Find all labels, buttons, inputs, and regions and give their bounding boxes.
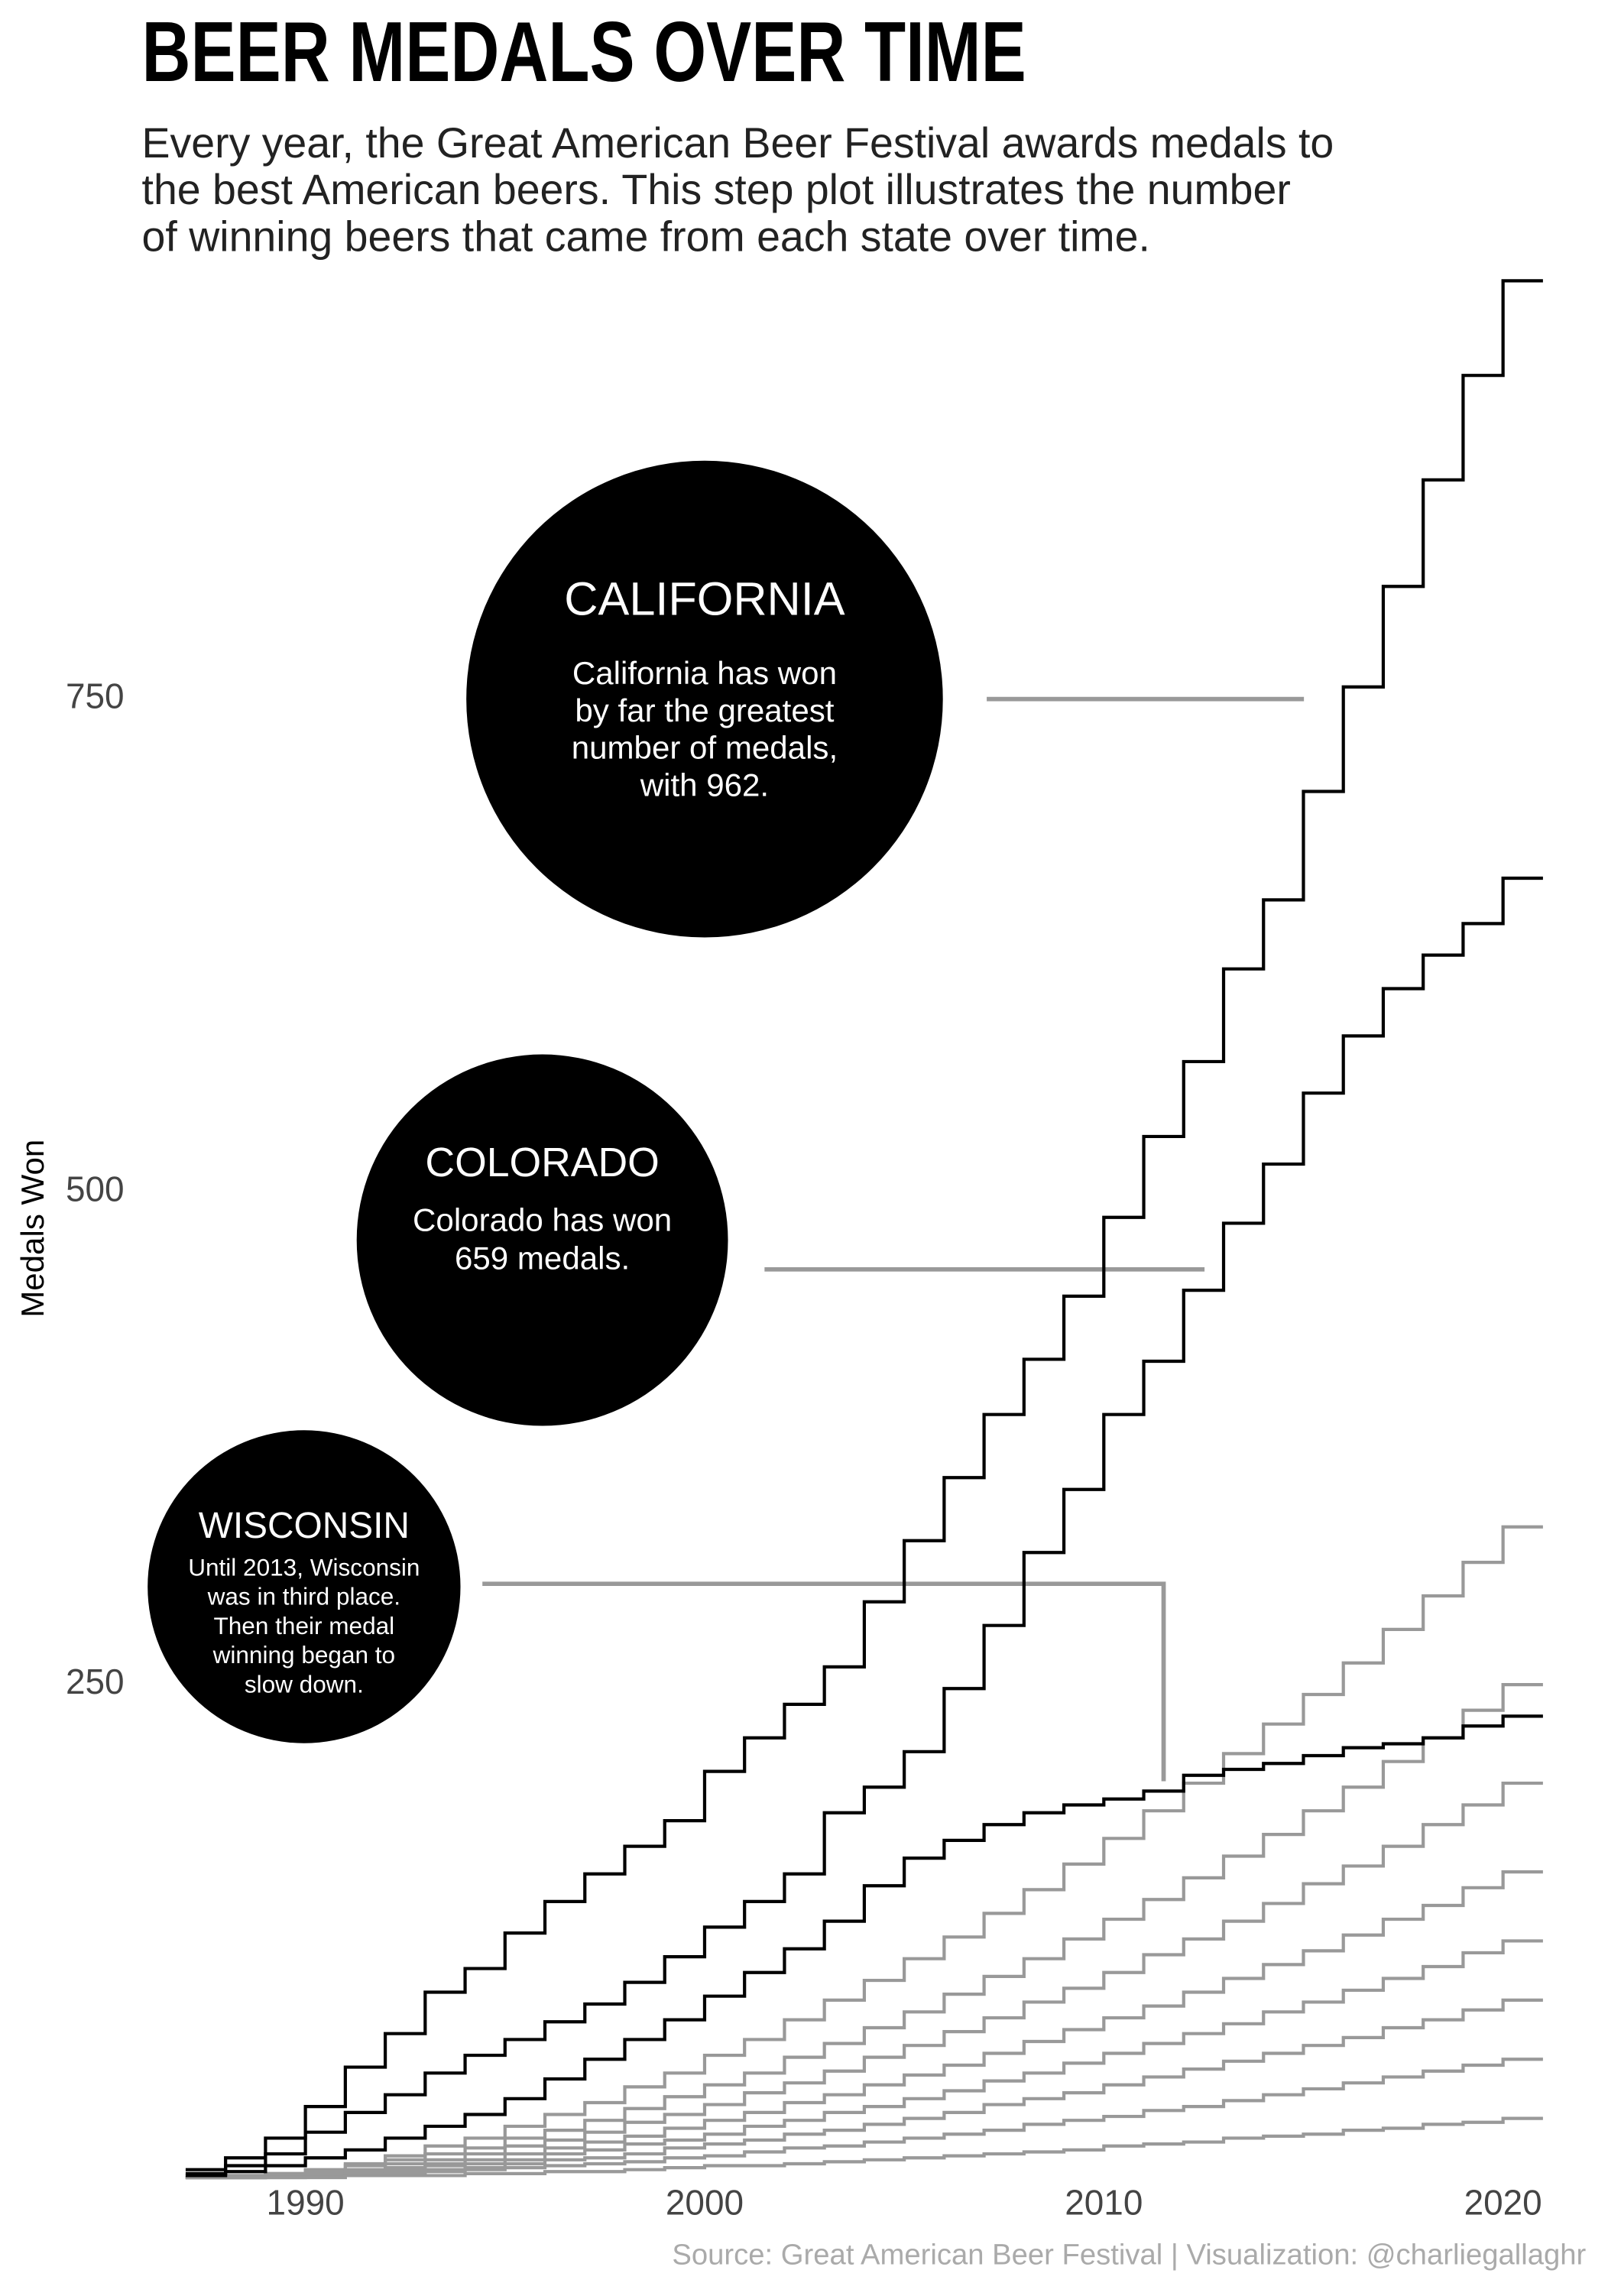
annotation-text: Then their medal [214, 1612, 395, 1639]
y-tick-label: 500 [66, 1169, 125, 1208]
chart-title: BEER MEDALS OVER TIME [142, 5, 1026, 99]
annotation-circle [466, 460, 943, 938]
annotation-text: with 962. [640, 767, 769, 803]
x-tick-label: 1990 [267, 2182, 345, 2222]
annotation-text: California has won [572, 655, 837, 691]
x-tick-label: 2020 [1464, 2182, 1542, 2222]
source: Source: Great American Beer Festival | V… [672, 2238, 1586, 2271]
subtitle: of winning beers that came from each sta… [142, 212, 1150, 260]
annotation-circle [356, 1054, 728, 1426]
annotation-title: WISCONSIN [199, 1506, 410, 1546]
annotation-text: by far the greatest [575, 692, 834, 728]
y-axis-label: Medals Won [15, 1140, 50, 1318]
subtitle: Every year, the Great American Beer Fest… [142, 119, 1334, 167]
y-tick-label: 250 [66, 1662, 125, 1701]
step-line [185, 876, 1543, 2175]
subtitle: the best American beers. This step plot … [142, 166, 1291, 213]
step-line [185, 1714, 1543, 2178]
annotations [148, 460, 1305, 1782]
connector [482, 1581, 1166, 1782]
step-line [185, 2058, 1543, 2180]
step-line [185, 1682, 1543, 2180]
annotation-text: number of medals, [572, 730, 838, 766]
step-line [185, 279, 1543, 2171]
annotation-circle [148, 1430, 461, 1743]
x-tick-label: 2010 [1065, 2182, 1143, 2222]
annotation-title: CALIFORNIA [564, 572, 845, 624]
annotation-title: COLORADO [425, 1140, 659, 1185]
step-line [185, 1870, 1543, 2180]
annotation-text: was in third place. [207, 1583, 400, 1610]
plot-area [185, 279, 1543, 2180]
annotation-text: slow down. [245, 1670, 364, 1698]
annotation-text: Colorado has won [413, 1202, 672, 1238]
x-tick-label: 2000 [666, 2182, 744, 2222]
step-line [185, 1998, 1543, 2180]
annotation-text: winning began to [212, 1641, 396, 1668]
step-line [185, 2116, 1543, 2180]
y-tick-label: 750 [66, 676, 125, 715]
annotation-text: 659 medals. [455, 1240, 630, 1276]
step-line [185, 1939, 1543, 2180]
annotation-text: Until 2013, Wisconsin [188, 1553, 420, 1581]
step-line [185, 1781, 1543, 2180]
